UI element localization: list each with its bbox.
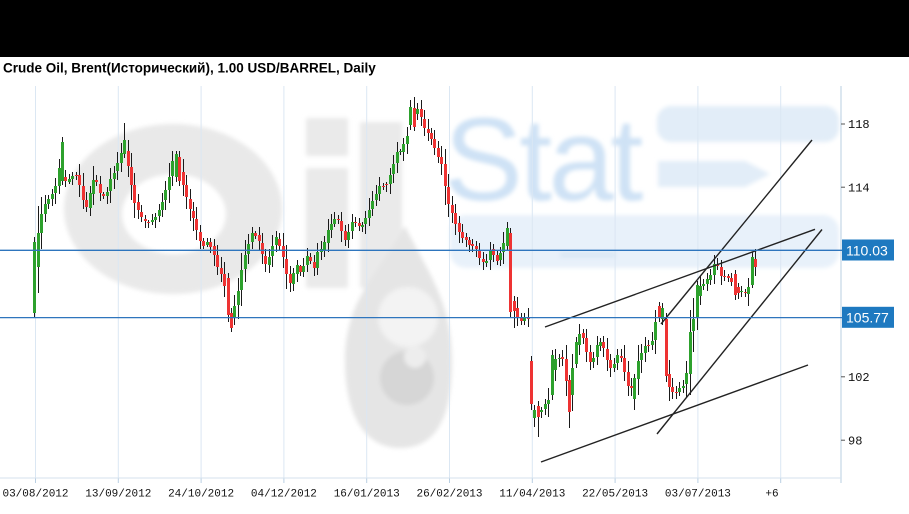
svg-text:22/05/2013: 22/05/2013 (582, 489, 648, 501)
svg-text:24/10/2012: 24/10/2012 (168, 489, 234, 501)
svg-text:03/08/2012: 03/08/2012 (2, 489, 68, 501)
svg-text:16/01/2013: 16/01/2013 (334, 489, 400, 501)
svg-text:Stat: Stat (444, 94, 643, 226)
svg-text:102: 102 (848, 371, 870, 385)
svg-text:110.03: 110.03 (846, 242, 888, 258)
svg-text:98: 98 (848, 434, 862, 448)
svg-text:114: 114 (848, 181, 870, 195)
svg-text:13/09/2012: 13/09/2012 (85, 489, 151, 501)
svg-text:04/12/2012: 04/12/2012 (251, 489, 317, 501)
svg-text:03/07/2013: 03/07/2013 (665, 489, 731, 501)
svg-text:Crude Oil, Brent(Исторический): Crude Oil, Brent(Исторический), 1.00 USD… (3, 61, 376, 76)
svg-text:105.77: 105.77 (846, 310, 889, 326)
svg-text:118: 118 (848, 118, 870, 132)
svg-text:11/04/2013: 11/04/2013 (499, 489, 565, 501)
svg-text:+6: +6 (765, 489, 778, 501)
svg-text:26/02/2013: 26/02/2013 (416, 489, 482, 501)
